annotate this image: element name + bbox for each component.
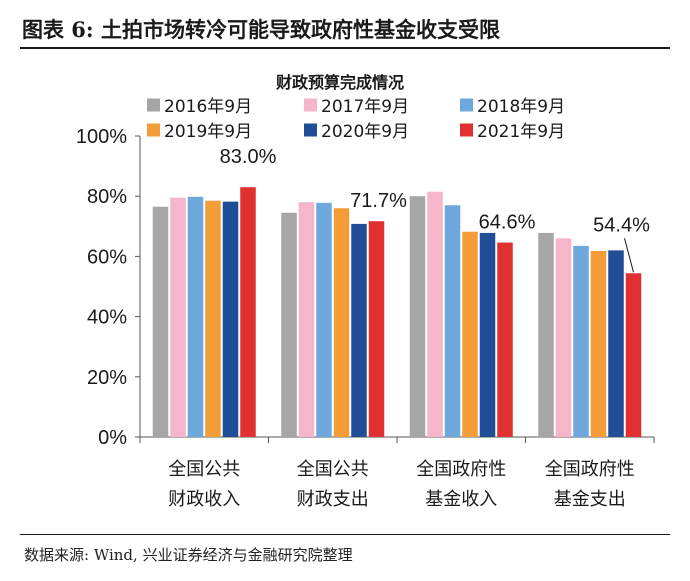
source-rule — [20, 534, 670, 535]
bar — [479, 232, 496, 437]
bar — [368, 221, 385, 437]
bar — [170, 197, 186, 437]
bar — [444, 205, 461, 437]
x-category-label: 全国政府性 — [416, 459, 506, 480]
title-rule — [20, 47, 670, 49]
y-tick-label: 60% — [87, 246, 127, 268]
bar — [205, 200, 221, 437]
bar — [187, 196, 204, 437]
legend-label: 2018年9月 — [477, 97, 565, 117]
legend-swatch — [460, 123, 473, 137]
legend-swatch — [460, 98, 473, 112]
data-label: 54.4% — [593, 214, 650, 236]
bar — [497, 242, 513, 437]
bar — [625, 273, 642, 437]
legend-swatch — [147, 98, 160, 112]
bar — [608, 250, 624, 437]
data-label: 64.6% — [479, 212, 536, 234]
bar — [316, 202, 332, 437]
bar — [281, 212, 297, 437]
x-category-label: 基金支出 — [554, 489, 626, 510]
bar — [538, 232, 554, 437]
bar — [555, 238, 572, 437]
y-tick-label: 40% — [87, 307, 127, 329]
bar — [298, 202, 315, 437]
y-tick-label: 100% — [76, 126, 127, 148]
source-note: 数据来源: Wind, 兴业证券经济与金融研究院整理 — [24, 546, 353, 564]
x-category-label: 基金收入 — [425, 489, 497, 510]
bar — [427, 191, 443, 437]
data-label: 83.0% — [220, 146, 277, 168]
y-tick-label: 0% — [98, 427, 127, 449]
bar — [409, 196, 426, 437]
y-tick-label: 20% — [87, 367, 127, 389]
bar — [351, 223, 367, 437]
bar — [222, 201, 239, 437]
bar — [573, 245, 589, 437]
bar — [152, 206, 169, 437]
legend-swatch — [147, 123, 160, 137]
y-tick-label: 80% — [87, 186, 127, 208]
x-category-label: 财政支出 — [297, 489, 369, 510]
x-category-label: 全国政府性 — [545, 459, 635, 480]
legend-label: 2017年9月 — [321, 97, 409, 117]
x-category-label: 全国公共 — [297, 459, 369, 480]
bar — [462, 231, 478, 437]
figure-title: 图表 6: 土拍市场转冷可能导致政府性基金收支受限 — [22, 17, 500, 42]
chart-title: 财政预算完成情况 — [275, 73, 404, 92]
x-category-label: 财政收入 — [168, 489, 240, 510]
x-category-label: 全国公共 — [168, 459, 240, 480]
bar — [333, 208, 350, 437]
data-label: 71.7% — [350, 190, 407, 212]
legend-swatch — [304, 123, 317, 137]
bar — [240, 187, 256, 437]
legend-label: 2021年9月 — [477, 122, 565, 142]
bar — [590, 250, 607, 437]
data-label-leader — [624, 238, 634, 273]
legend-label: 2019年9月 — [164, 122, 252, 142]
legend-swatch — [304, 98, 317, 112]
legend-label: 2016年9月 — [164, 97, 252, 117]
bar-chart: 财政预算完成情况 2016年9月 2017年9月 2018年9月 2019年9月 2020… — [76, 73, 655, 510]
legend-label: 2020年9月 — [321, 122, 409, 142]
